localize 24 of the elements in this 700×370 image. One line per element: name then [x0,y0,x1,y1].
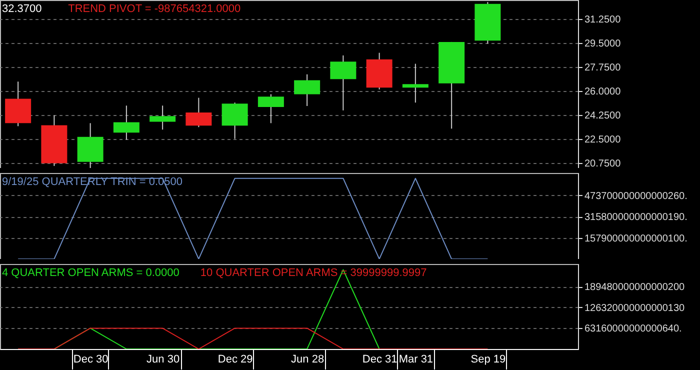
x-tick-label: Sep 19 [470,354,506,366]
annotation: 32.3700 [2,3,42,15]
y-tick-label: 27.7500 [584,62,622,74]
y-tick-label: 63160000000000640. [584,324,682,335]
candlestick [402,63,428,104]
x-tick-label: Jun 30 [146,354,180,366]
y-tick-label: 31.2500 [584,14,622,26]
x-tick-label: Jun 28 [291,354,324,366]
y-tick-label: 22.5000 [584,134,622,146]
y-tick-label: 315800000000000190. [584,212,688,224]
y-tick-label: 157900000000000100. [584,233,688,244]
y-tick-label: 20.7500 [584,158,622,170]
x-tick-label: Dec 29 [218,354,253,366]
text: 4 QUARTER OPEN ARMS = 0.0000 [2,267,180,279]
y-tick-label: 473700000000000260. [584,190,688,202]
y-tick-label: 29.5000 [584,38,622,50]
y-tick-label: 26.0000 [584,86,622,98]
x-tick-label: Dec 30 [73,354,108,366]
annotation: TREND PIVOT = -987654321.0000 [68,3,241,15]
y-tick-label: 189480000000000200 [584,282,686,294]
y-tick-label: 24.2500 [584,110,622,122]
x-tick-label: Mar 31 [398,354,434,366]
x-tick-label: Dec 31 [362,354,398,366]
y-tick-label: 126320000000000130 [584,302,686,314]
